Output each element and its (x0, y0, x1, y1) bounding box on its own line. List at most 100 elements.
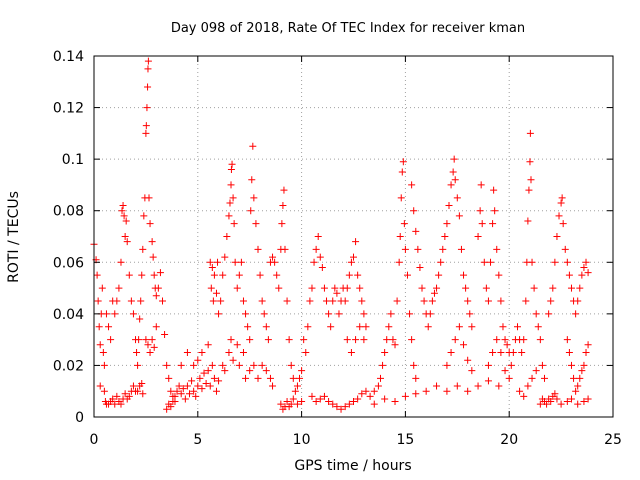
data-point (345, 271, 353, 279)
data-point (329, 400, 337, 408)
data-point (192, 392, 200, 400)
data-point (325, 398, 333, 406)
data-point (117, 258, 125, 266)
data-point (526, 158, 534, 166)
data-point (410, 207, 418, 215)
data-point (398, 168, 406, 176)
data-point (93, 271, 101, 279)
data-point (293, 400, 301, 408)
data-point (414, 245, 422, 253)
data-point (489, 349, 497, 357)
data-point (453, 382, 461, 390)
data-point (264, 336, 272, 344)
grid-lines (94, 56, 613, 417)
data-point (457, 245, 465, 253)
data-point (391, 341, 399, 349)
data-point (480, 258, 488, 266)
data-point (283, 297, 291, 305)
data-point (468, 323, 476, 331)
data-point (308, 392, 316, 400)
data-point (146, 220, 154, 228)
data-point (559, 220, 567, 228)
data-point (570, 374, 578, 382)
data-point (443, 361, 451, 369)
data-point (209, 297, 217, 305)
data-point (443, 387, 451, 395)
data-point (370, 387, 378, 395)
data-point (318, 263, 326, 271)
data-point (145, 194, 153, 202)
data-point (484, 377, 492, 385)
data-point (441, 233, 449, 240)
data-points (90, 57, 592, 413)
x-tick-label: 15 (396, 432, 414, 448)
data-point (293, 382, 301, 390)
data-point (565, 349, 573, 357)
data-point (127, 297, 135, 305)
data-point (410, 361, 418, 369)
data-point (333, 289, 341, 297)
data-point (163, 361, 171, 369)
y-tick-label: 0.06 (53, 255, 84, 271)
data-point (474, 382, 482, 390)
data-point (530, 284, 538, 292)
y-tick-label: 0 (75, 410, 84, 426)
data-point (524, 382, 532, 390)
data-point (572, 310, 580, 318)
data-point (424, 323, 432, 331)
data-point (123, 238, 131, 246)
data-point (580, 361, 588, 369)
data-point (121, 390, 129, 398)
data-point (532, 367, 540, 375)
data-point (258, 361, 266, 369)
data-point (111, 310, 119, 318)
data-point (522, 297, 530, 305)
data-point (401, 245, 409, 253)
data-point (551, 258, 559, 266)
data-point (450, 155, 458, 163)
data-point (143, 104, 151, 112)
data-point (150, 271, 158, 279)
data-point (437, 258, 445, 266)
data-point (121, 233, 129, 240)
y-tick-label: 0.08 (53, 204, 84, 220)
data-point (462, 284, 470, 292)
data-point (540, 374, 548, 382)
data-point (285, 336, 293, 344)
data-point (167, 403, 175, 411)
data-point (395, 258, 403, 266)
data-point (248, 176, 256, 184)
data-point (210, 271, 218, 279)
data-point (584, 269, 592, 277)
data-point (233, 284, 241, 292)
data-point (314, 233, 322, 240)
data-point (280, 186, 288, 194)
data-point (455, 212, 463, 220)
data-point (181, 395, 189, 403)
data-point (563, 336, 571, 344)
y-tick-labels: 0 0.02 0.04 0.06 0.08 0.1 0.12 0.14 (53, 49, 84, 426)
data-point (152, 323, 160, 331)
data-point (269, 253, 277, 261)
data-point (466, 310, 474, 318)
data-point (171, 392, 179, 400)
data-point (129, 310, 137, 318)
data-point (312, 245, 320, 253)
data-point (154, 284, 162, 292)
data-point (360, 336, 368, 344)
data-point (574, 400, 582, 408)
data-point (397, 194, 405, 202)
data-point (226, 199, 234, 207)
data-point (374, 382, 382, 390)
data-point (356, 284, 364, 292)
data-point (574, 382, 582, 390)
data-point (493, 245, 501, 253)
data-point (580, 263, 588, 271)
data-point (190, 387, 198, 395)
data-point (362, 323, 370, 331)
data-point (144, 83, 152, 91)
data-point (464, 387, 472, 395)
data-point (247, 207, 255, 215)
data-point (148, 336, 156, 344)
y-tick-label: 0.04 (53, 307, 84, 323)
